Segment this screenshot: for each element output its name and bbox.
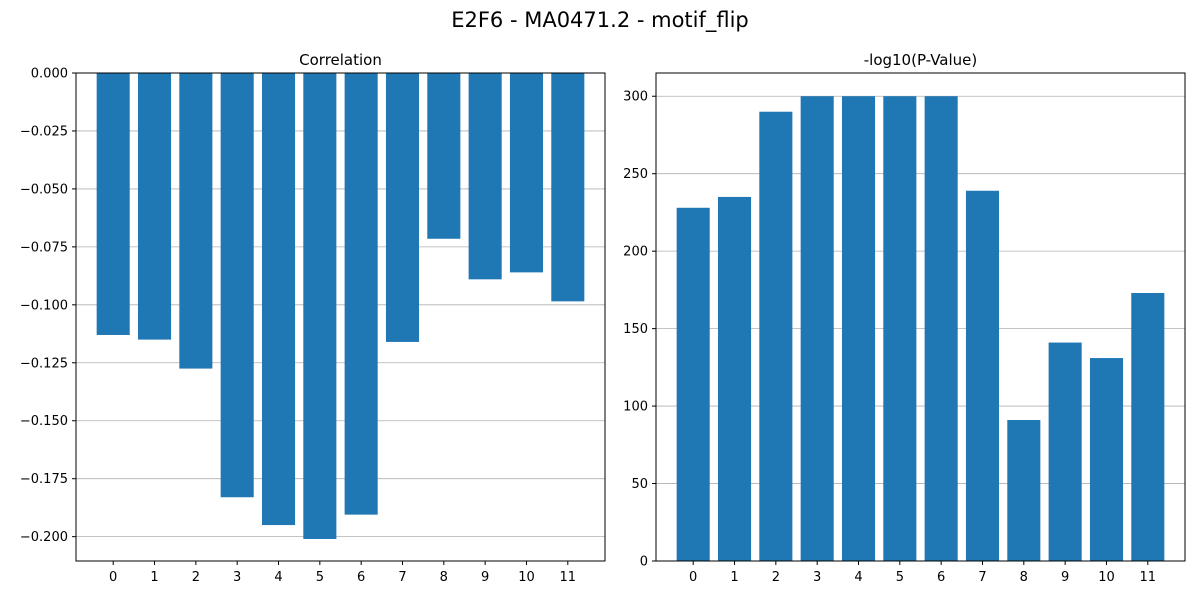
x-tick-label: 4 bbox=[854, 570, 862, 585]
x-tick-label: 6 bbox=[357, 570, 365, 585]
y-tick-label: −0.100 bbox=[20, 298, 68, 313]
x-tick-label: 5 bbox=[896, 570, 904, 585]
bar-8 bbox=[427, 73, 461, 239]
chart-title: -log10(P-Value) bbox=[864, 51, 978, 69]
y-tick-label: 250 bbox=[623, 167, 648, 182]
bar-7 bbox=[965, 190, 1000, 561]
x-tick-label: 7 bbox=[978, 570, 986, 585]
bar-8 bbox=[1007, 420, 1041, 561]
y-tick-label: 0 bbox=[640, 555, 648, 570]
x-tick-label: 9 bbox=[481, 570, 489, 585]
bar-6 bbox=[344, 73, 378, 515]
bar-1 bbox=[717, 196, 752, 561]
x-tick-label: 8 bbox=[1020, 570, 1028, 585]
bar-7 bbox=[385, 73, 420, 342]
y-tick-label: 150 bbox=[623, 322, 648, 337]
x-tick-label: 5 bbox=[316, 570, 324, 585]
bar-1 bbox=[137, 73, 172, 340]
x-tick-label: 11 bbox=[560, 570, 577, 585]
y-tick-label: −0.175 bbox=[20, 472, 68, 487]
bar-11 bbox=[1131, 292, 1165, 561]
bar-10 bbox=[1089, 358, 1124, 561]
x-tick-label: 10 bbox=[1098, 570, 1115, 585]
bar-5 bbox=[883, 96, 917, 561]
x-tick-label: 6 bbox=[937, 570, 945, 585]
y-tick-label: 200 bbox=[623, 245, 648, 260]
x-tick-label: 0 bbox=[689, 570, 697, 585]
bar-0 bbox=[96, 73, 130, 335]
chart-panel-2: 0 1 2 3 4 5 6 7 8 9 10 11 0 50 100 150 200 250 300 -log10(P… bbox=[623, 51, 1186, 585]
x-tick-label: 8 bbox=[440, 570, 448, 585]
axes-frame bbox=[655, 72, 1186, 562]
y-tick-label: 100 bbox=[623, 400, 648, 415]
x-tick-label: 4 bbox=[274, 570, 282, 585]
bar-6 bbox=[924, 96, 958, 561]
y-tick-label: −0.150 bbox=[20, 414, 68, 429]
y-tick-label: 300 bbox=[623, 90, 648, 105]
x-tick-label: 1 bbox=[150, 570, 158, 585]
bar-9 bbox=[468, 73, 502, 280]
x-tick-label: 2 bbox=[772, 570, 780, 585]
x-tick-label: 9 bbox=[1061, 570, 1069, 585]
y-tick-label: −0.125 bbox=[20, 356, 68, 371]
bar-4 bbox=[841, 96, 876, 561]
x-tick-label: 0 bbox=[109, 570, 117, 585]
bar-4 bbox=[261, 73, 296, 526]
chart-panel-1: 0 1 2 3 4 5 6 7 8 9 10 11 0.000 −0.025 −0.050 −0.075 −0.… bbox=[20, 51, 606, 585]
x-tick-label: 10 bbox=[518, 570, 535, 585]
bar-10 bbox=[509, 73, 544, 273]
x-tick-label: 3 bbox=[233, 570, 241, 585]
y-tick-label: −0.050 bbox=[20, 182, 68, 197]
bar-9 bbox=[1048, 342, 1082, 561]
bar-11 bbox=[551, 73, 585, 302]
y-tick-label: −0.025 bbox=[20, 124, 68, 139]
bar-2 bbox=[759, 111, 793, 561]
y-tick-label: 0.000 bbox=[31, 67, 68, 82]
bar-2 bbox=[179, 73, 213, 369]
bar-3 bbox=[220, 73, 254, 498]
bar-0 bbox=[676, 207, 710, 561]
x-tick-label: 2 bbox=[192, 570, 200, 585]
y-tick-label: −0.075 bbox=[20, 240, 68, 255]
bar-5 bbox=[303, 73, 337, 539]
x-tick-label: 7 bbox=[398, 570, 406, 585]
y-tick-label: −0.200 bbox=[20, 530, 68, 545]
figure-title: E2F6 - MA0471.2 - motif_flip bbox=[451, 8, 749, 32]
bar-3 bbox=[800, 96, 834, 561]
x-tick-label: 1 bbox=[730, 570, 738, 585]
axes-frame bbox=[75, 72, 606, 562]
y-tick-label: 50 bbox=[631, 477, 648, 492]
x-tick-label: 11 bbox=[1140, 570, 1157, 585]
chart-title: Correlation bbox=[299, 51, 382, 69]
x-tick-label: 3 bbox=[813, 570, 821, 585]
